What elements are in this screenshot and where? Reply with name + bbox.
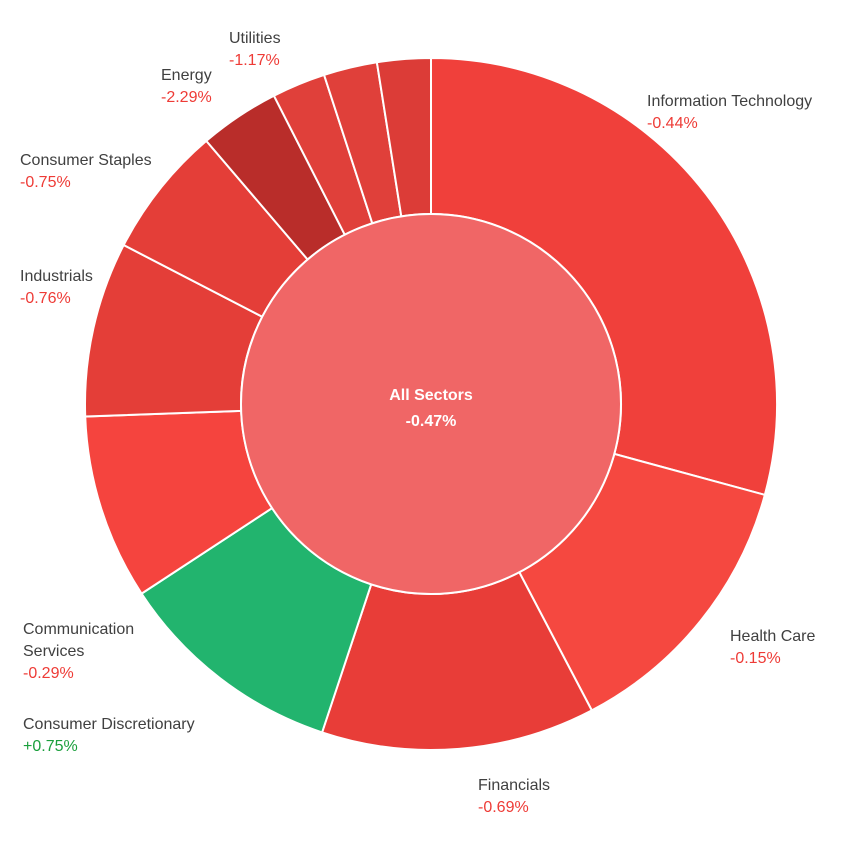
- value-utilities: -1.17%: [229, 52, 280, 69]
- segment-labels: Information Technology -0.44% Health Care -…: [20, 30, 815, 816]
- label-utilities: Utilities: [229, 30, 281, 47]
- value-consumer-staples: -0.75%: [20, 174, 71, 191]
- label-health-care: Health Care: [730, 628, 815, 645]
- label-financials: Financials: [478, 777, 550, 794]
- center-title: All Sectors: [389, 387, 473, 404]
- value-communication-services: -0.29%: [23, 665, 74, 682]
- value-information-technology: -0.44%: [647, 115, 698, 132]
- outer-ring: [84, 56, 778, 751]
- label-energy: Energy: [161, 67, 212, 84]
- value-consumer-discretionary: +0.75%: [23, 738, 78, 755]
- center-value: -0.47%: [406, 413, 457, 430]
- value-health-care: -0.15%: [730, 650, 781, 667]
- label-consumer-discretionary: Consumer Discretionary: [23, 716, 195, 733]
- label-industrials: Industrials: [20, 268, 93, 285]
- label-consumer-staples: Consumer Staples: [20, 152, 152, 169]
- center-circle[interactable]: [240, 213, 622, 595]
- label-information-technology: Information Technology: [647, 93, 812, 110]
- value-financials: -0.69%: [478, 799, 529, 816]
- value-industrials: -0.76%: [20, 290, 71, 307]
- label-communication-services-line2: Services: [23, 643, 84, 660]
- label-communication-services-line1: Communication: [23, 621, 134, 638]
- value-energy: -2.29%: [161, 89, 212, 106]
